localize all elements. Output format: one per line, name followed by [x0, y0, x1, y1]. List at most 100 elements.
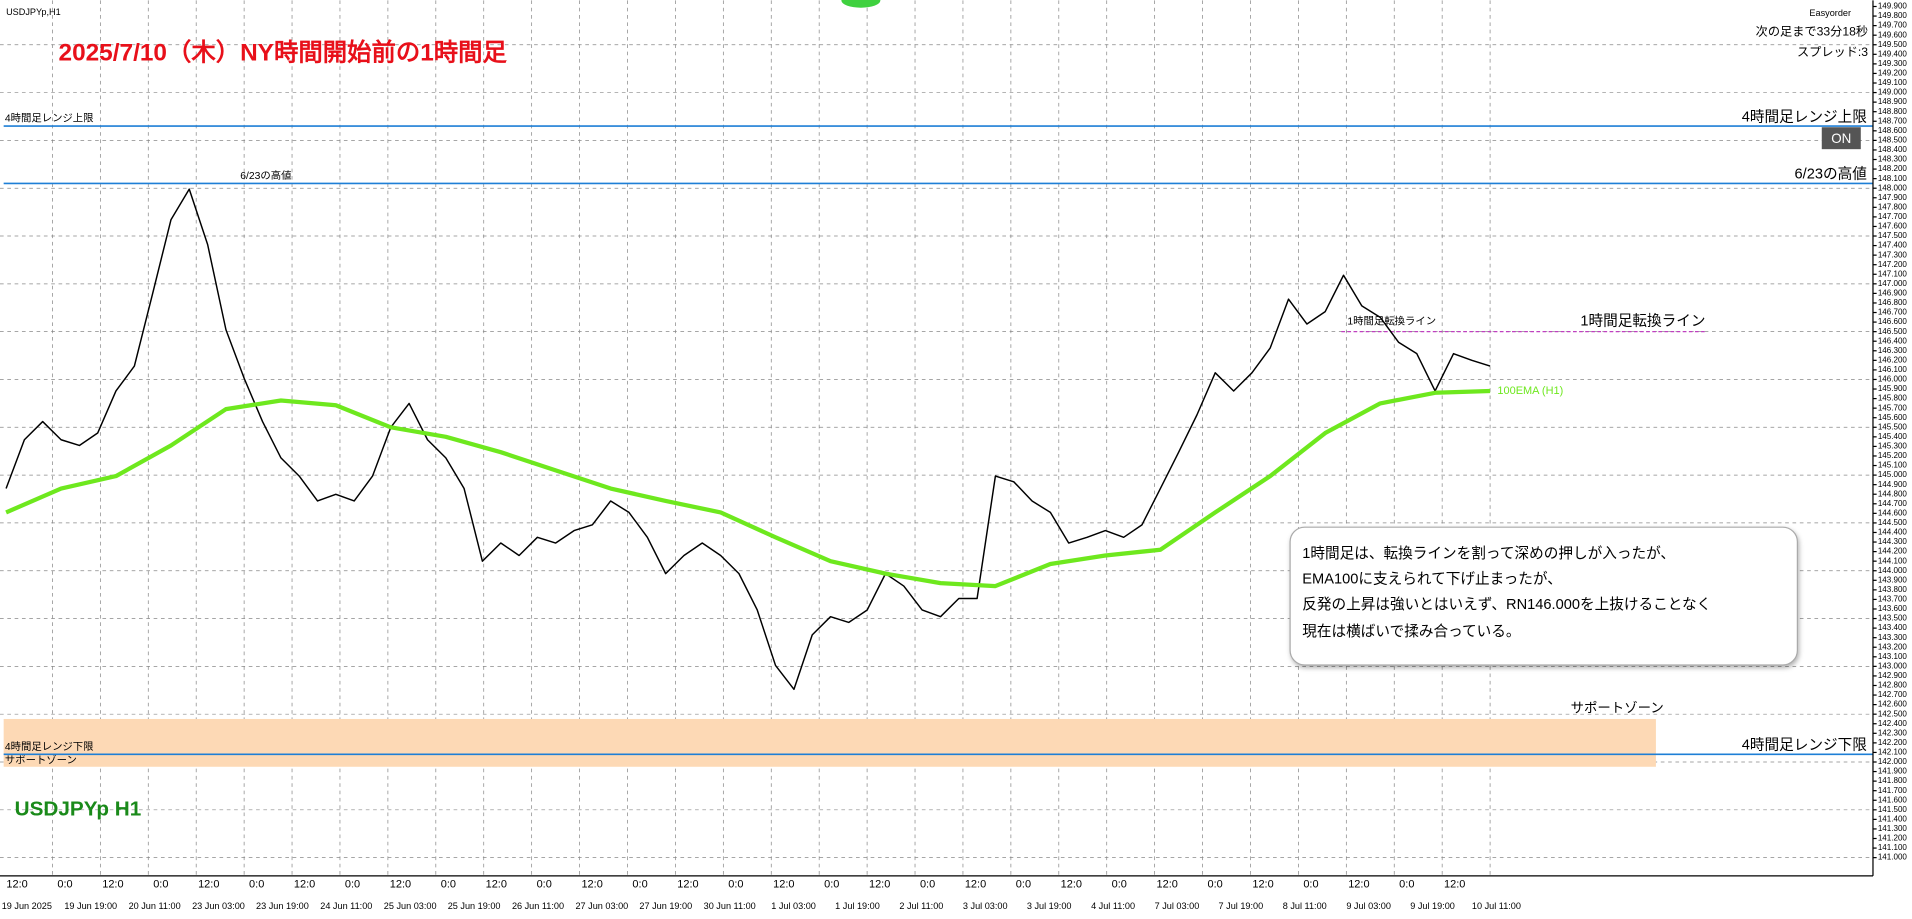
- support-zone: [3, 718, 1656, 767]
- x-tick-label: 0:0: [1016, 878, 1031, 890]
- series-label: 100EMA (H1): [1497, 385, 1563, 397]
- x-date-label: 3 Jul 19:00: [1027, 901, 1072, 911]
- x-tick-label: 12:0: [869, 878, 890, 890]
- x-date-label: 19 Jun 2025: [2, 901, 52, 911]
- y-tick-label: 141.000: [1878, 853, 1908, 862]
- y-tick-label: 143.600: [1878, 604, 1908, 613]
- y-tick-label: 147.700: [1878, 212, 1908, 221]
- y-tick-label: 146.700: [1878, 308, 1908, 317]
- y-tick-label: 149.800: [1878, 11, 1908, 20]
- y-tick-label: 149.300: [1878, 59, 1908, 68]
- y-tick-label: 142.700: [1878, 690, 1908, 699]
- x-date-label: 30 Jun 11:00: [704, 901, 756, 911]
- note-line: 反発の上昇は強いとはいえず、RN146.000を上抜けることなく: [1302, 596, 1711, 613]
- y-tick-label: 146.300: [1878, 346, 1908, 355]
- y-tick-label: 143.700: [1878, 595, 1908, 604]
- y-tick-label: 145.000: [1878, 470, 1908, 479]
- ema-line: [5, 388, 1491, 589]
- y-tick-label: 145.500: [1878, 422, 1908, 431]
- note-line: 現在は横ばいで揉み合っている。: [1302, 623, 1520, 640]
- x-tick-label: 12:0: [198, 878, 219, 890]
- x-date-label: 27 Jun 19:00: [639, 901, 692, 911]
- y-tick-label: 146.800: [1878, 298, 1908, 307]
- x-date-label: 24 Jun 11:00: [320, 901, 372, 911]
- y-tick-label: 144.000: [1878, 566, 1908, 575]
- y-tick-label: 148.200: [1878, 164, 1908, 173]
- y-tick-label: 148.900: [1878, 97, 1908, 106]
- y-tick-label: 142.800: [1878, 681, 1908, 690]
- x-date-label: 2 Jul 11:00: [899, 901, 943, 911]
- x-date-label: 1 Jul 19:00: [835, 901, 880, 911]
- y-tick-label: 141.800: [1878, 776, 1908, 785]
- y-tick-label: 141.200: [1878, 834, 1908, 843]
- x-tick-label: 0:0: [537, 878, 552, 890]
- y-tick-label: 144.800: [1878, 489, 1908, 498]
- y-tick-label: 148.100: [1878, 174, 1908, 183]
- note-frame: [1289, 526, 1798, 666]
- x-tick-label: 0:0: [57, 878, 72, 890]
- y-tick-label: 144.500: [1878, 518, 1908, 527]
- x-tick-label: 12:0: [294, 878, 315, 890]
- y-tick-label: 145.300: [1878, 442, 1908, 451]
- y-tick-label: 146.400: [1878, 336, 1908, 345]
- x-tick-label: 0:0: [249, 878, 264, 890]
- y-tick-label: 141.500: [1878, 805, 1908, 814]
- y-tick-label: 147.900: [1878, 193, 1908, 202]
- chart-title: 2025/7/10（木）NY時間開始前の1時間足: [59, 38, 508, 66]
- x-tick-label: 12:0: [486, 878, 507, 890]
- y-tick-label: 143.400: [1878, 623, 1908, 632]
- y-tick-label: 142.100: [1878, 748, 1908, 757]
- y-tick-label: 149.100: [1878, 78, 1908, 87]
- level-label: 4時間足レンジ下限: [1742, 737, 1868, 754]
- spread: スプレッド:3: [1797, 45, 1868, 59]
- y-tick-label: 149.200: [1878, 69, 1908, 78]
- y-tick-label: 147.400: [1878, 241, 1908, 250]
- level-label: 4時間足レンジ下限: [5, 741, 94, 753]
- y-tick-label: 147.800: [1878, 202, 1908, 211]
- note-line: 1時間足は、転換ラインを割って深めの押しが入ったが、: [1302, 545, 1675, 562]
- y-tick-label: 141.900: [1878, 767, 1908, 776]
- x-tick-label: 12:0: [1061, 878, 1082, 890]
- x-tick-label: 12:0: [965, 878, 986, 890]
- x-tick-label: 0:0: [1399, 878, 1414, 890]
- symbol-label: USDJPYp H1: [15, 798, 142, 821]
- y-tick-label: 143.000: [1878, 661, 1908, 670]
- x-date-label: 25 Jun 19:00: [448, 901, 501, 911]
- y-tick-label: 142.200: [1878, 738, 1908, 747]
- y-tick-label: 144.100: [1878, 556, 1908, 565]
- x-tick-label: 12:0: [1252, 878, 1273, 890]
- y-tick-label: 145.700: [1878, 403, 1908, 412]
- price-line: [5, 188, 1491, 691]
- x-tick-label: 12:0: [1444, 878, 1465, 890]
- y-tick-label: 144.900: [1878, 480, 1908, 489]
- x-date-label: 23 Jun 03:00: [192, 901, 245, 911]
- y-tick-label: 147.500: [1878, 231, 1908, 240]
- level-label: 4時間足レンジ上限: [5, 112, 94, 124]
- x-tick-label: 12:0: [6, 878, 27, 890]
- y-tick-label: 145.900: [1878, 384, 1908, 393]
- y-tick-label: 143.800: [1878, 585, 1908, 594]
- note-line: EMA100に支えられて下げ止まったが、: [1302, 570, 1562, 587]
- x-tick-label: 0:0: [1303, 878, 1318, 890]
- y-tick-label: 149.700: [1878, 21, 1908, 30]
- y-tick-label: 142.600: [1878, 700, 1908, 709]
- y-tick-label: 143.300: [1878, 633, 1908, 642]
- y-tick-label: 146.000: [1878, 375, 1908, 384]
- x-tick-label: 0:0: [632, 878, 647, 890]
- button-bg[interactable]: [1821, 127, 1861, 150]
- on-button[interactable]: ON: [1821, 127, 1861, 150]
- button-label[interactable]: ON: [1831, 131, 1851, 146]
- y-tick-label: 141.600: [1878, 795, 1908, 804]
- x-tick-label: 0:0: [824, 878, 839, 890]
- x-date-label: 26 Jun 11:00: [512, 901, 564, 911]
- panel-name: Easyorder: [1809, 8, 1851, 18]
- x-date-label: 23 Jun 19:00: [256, 901, 309, 911]
- y-tick-label: 141.300: [1878, 824, 1908, 833]
- y-tick-label: 147.000: [1878, 279, 1908, 288]
- zone-label: サポートゾーン: [5, 754, 77, 766]
- x-tick-label: 12:0: [773, 878, 794, 890]
- y-tick-label: 142.300: [1878, 728, 1908, 737]
- x-date-label: 1 Jul 03:00: [771, 901, 816, 911]
